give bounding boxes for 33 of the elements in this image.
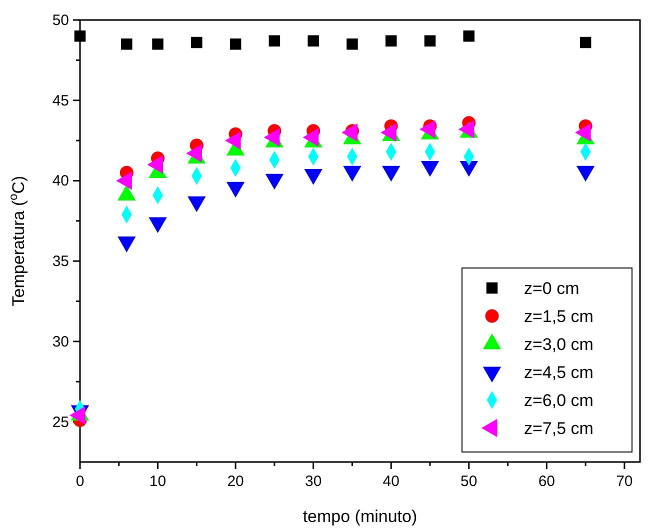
legend-label: z=3,0 cm [524,335,594,354]
point [74,30,86,42]
point [230,38,242,50]
x-tick-label: 0 [76,473,84,490]
x-tick-label: 30 [304,473,322,490]
point [346,38,358,50]
x-tick-label: 10 [149,473,166,490]
x-tick-label: 50 [460,473,478,490]
x-tick-label: 20 [227,473,244,490]
point [463,30,475,42]
legend-label: z=1,5 cm [524,307,594,326]
legend-label: z=0 cm [524,279,580,298]
y-tick-label: 30 [52,333,69,350]
x-tick-label: 40 [382,473,400,490]
point [191,36,202,48]
y-tick-label: 35 [52,253,69,270]
x-tick-label: 60 [538,473,556,490]
legend-label: z=7,5 cm [524,419,594,438]
y-tick-label: 50 [52,12,69,29]
y-tick-label: 25 [52,414,69,431]
point [152,38,164,50]
legend-label: z=4,5 cm [524,363,594,382]
point [424,35,436,47]
point [268,35,280,47]
x-tick-label: 70 [616,473,633,490]
point [121,38,132,50]
legend-label: z=6,0 cm [524,391,594,410]
y-tick-label: 40 [52,172,69,190]
point [385,35,397,47]
point [308,35,319,47]
x-axis-title: tempo (minuto) [302,507,418,526]
point [580,36,592,48]
y-tick-label: 45 [52,92,69,110]
